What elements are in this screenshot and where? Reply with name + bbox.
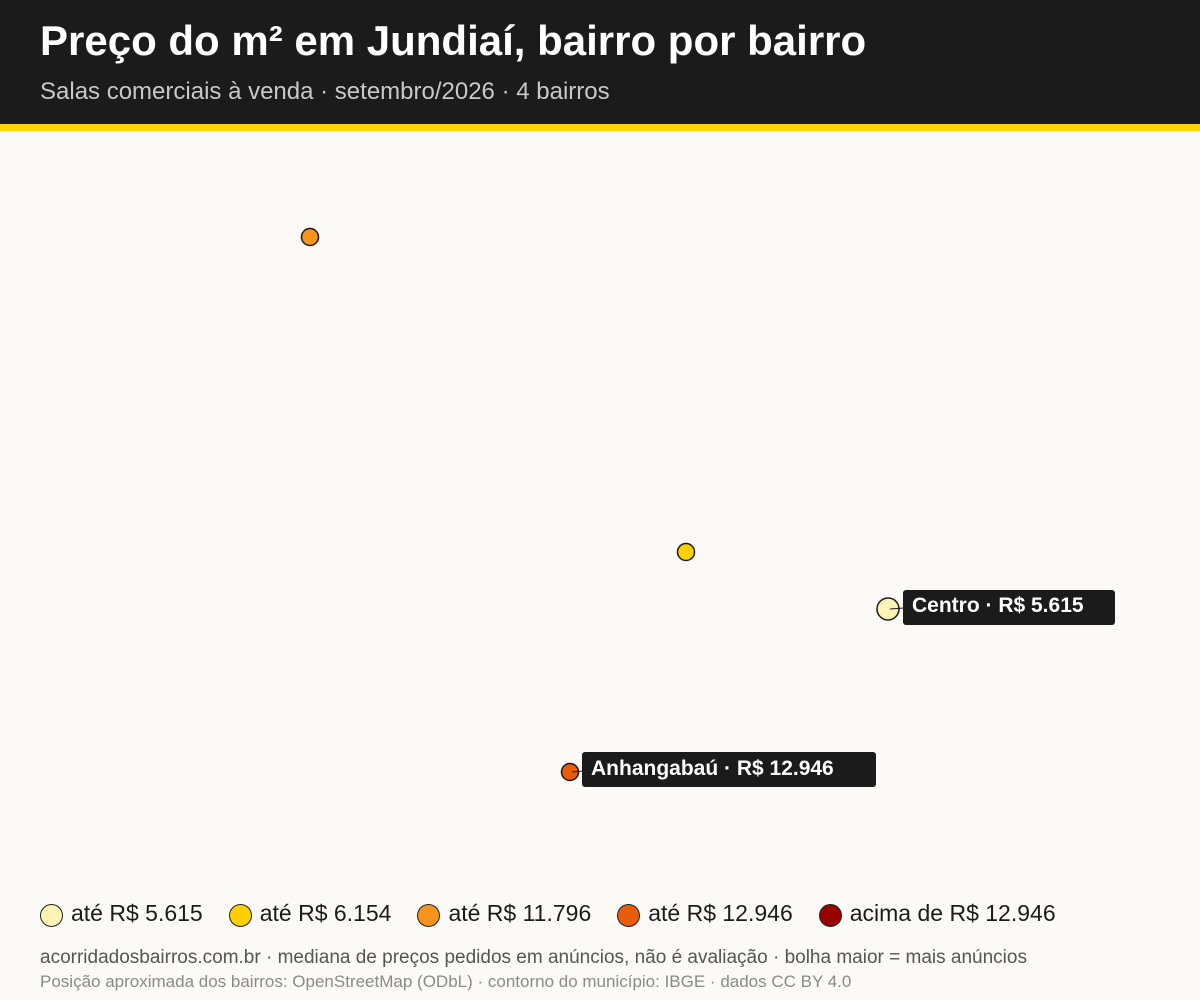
point-label-centro: Centro · R$ 5.615 <box>912 594 1084 617</box>
map-point-bubble[interactable] <box>560 762 580 782</box>
legend-swatch-icon <box>617 904 641 927</box>
legend-swatch-icon <box>818 904 842 927</box>
map-point-centro[interactable]: Centro · R$ 5.615 <box>876 590 1115 625</box>
legend-label: até R$ 12.946 <box>648 899 793 926</box>
legend-item: acima de R$ 12.946 <box>818 899 1056 927</box>
map-legend: até R$ 5.615 até R$ 6.154 até R$ 11.796 … <box>40 896 1082 930</box>
legend-item: até R$ 5.615 <box>40 899 203 927</box>
legend-item: até R$ 12.946 <box>617 899 793 927</box>
neighborhood-map: Centro · R$ 5.615 Anhangabaú · R$ 12.946 <box>300 227 1115 787</box>
label-leader-line <box>889 607 905 610</box>
map-point-anhangabau[interactable]: Anhangabaú · R$ 12.946 <box>560 752 877 787</box>
point-label-box <box>582 752 876 787</box>
legend-label: até R$ 6.154 <box>259 899 392 926</box>
legend-item: até R$ 11.796 <box>417 899 591 927</box>
map-point-bubble[interactable] <box>300 227 320 247</box>
point-label-anhangabau: Anhangabaú · R$ 12.946 <box>591 757 834 780</box>
map-point-bubble[interactable] <box>876 597 900 621</box>
legend-item: até R$ 6.154 <box>228 899 392 927</box>
footer-attribution: Posição aproximada dos bairros: OpenStre… <box>40 972 852 991</box>
header-bar: Preço do m² em Jundiaí, bairro por bairr… <box>0 0 1200 131</box>
map-point-bubble[interactable] <box>676 542 696 562</box>
page-subtitle: Salas comerciais à venda · setembro/2026… <box>40 78 610 105</box>
legend-label: acima de R$ 12.946 <box>849 899 1056 926</box>
legend-label: até R$ 11.796 <box>448 899 592 926</box>
legend-swatch-icon <box>40 904 63 927</box>
point-label-box <box>903 590 1115 625</box>
legend-swatch-icon <box>417 904 441 927</box>
page-title: Preço do m² em Jundiaí, bairro por bairr… <box>40 17 867 64</box>
legend-swatch-icon <box>228 904 252 927</box>
footer-source-note: acorridadosbairros.com.br · mediana de p… <box>40 947 1027 968</box>
legend-label: até R$ 5.615 <box>71 899 203 926</box>
